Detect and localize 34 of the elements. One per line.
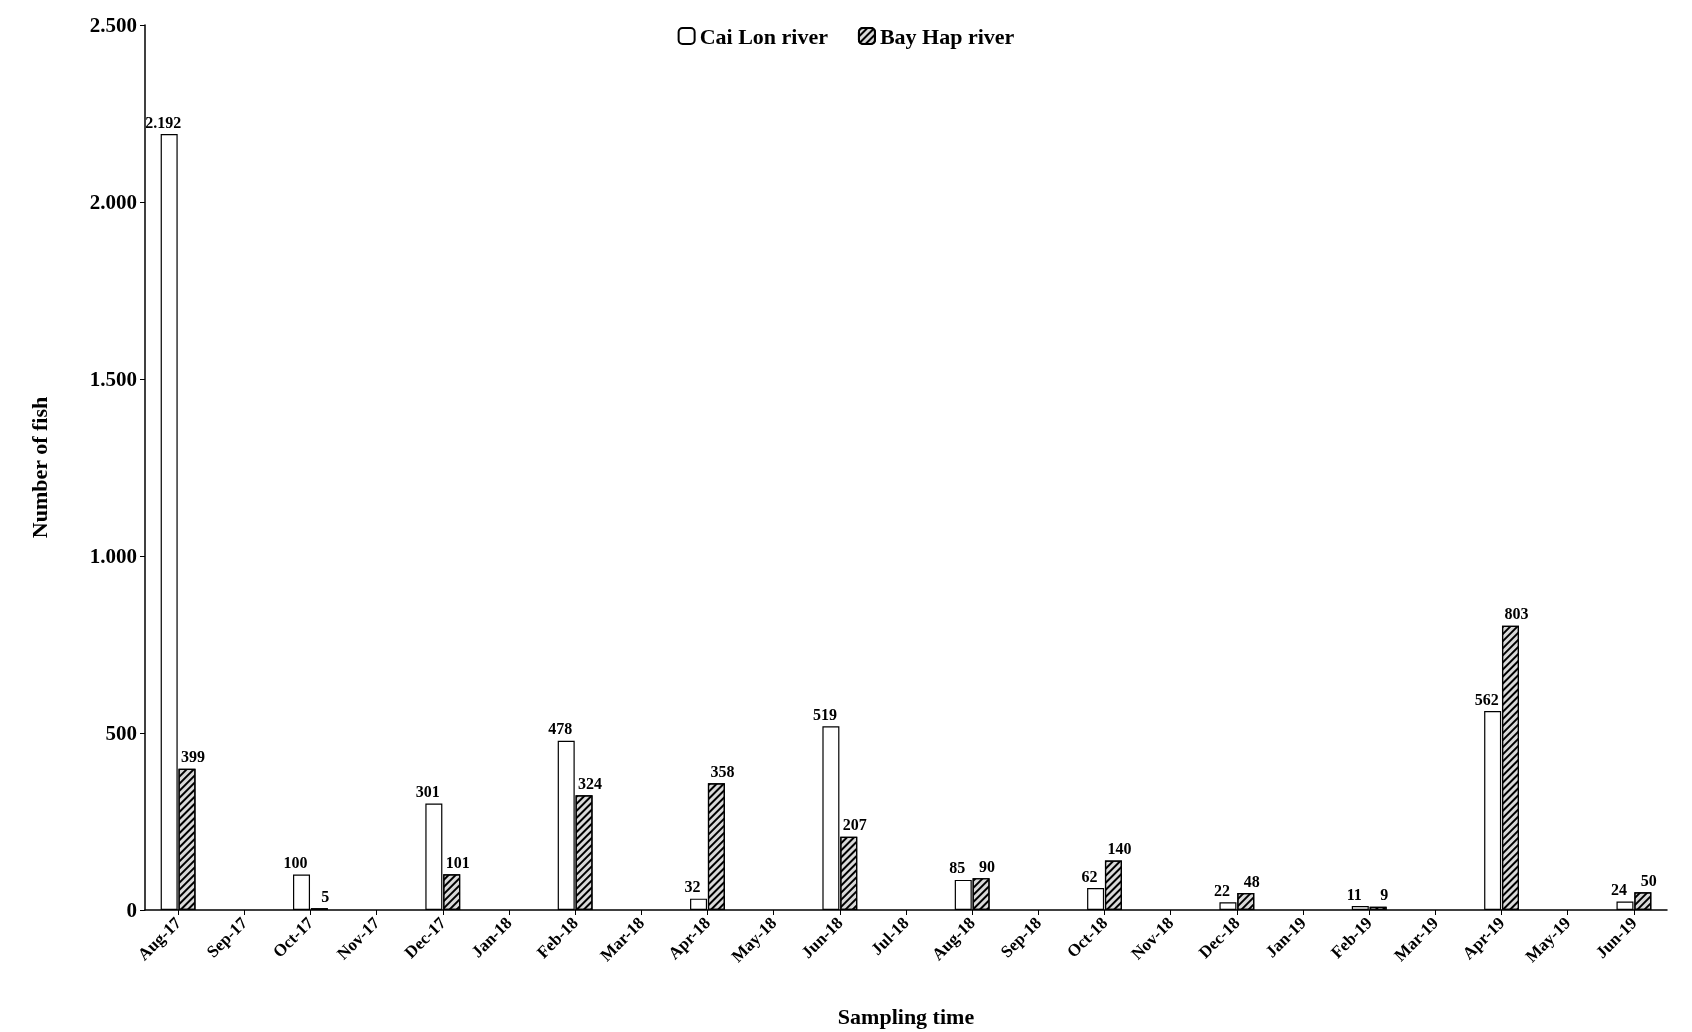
data-label: 9 (1380, 886, 1389, 904)
data-label: 11 (1346, 885, 1362, 903)
data-label: 519 (812, 705, 837, 723)
y-tick-label: 1.000 (89, 544, 137, 568)
data-label: 478 (548, 720, 573, 738)
data-label: 562 (1474, 690, 1499, 708)
data-label: 803 (1504, 605, 1529, 623)
data-label: 50 (1640, 871, 1657, 889)
data-label: 101 (445, 853, 470, 871)
data-label: 399 (181, 748, 206, 766)
data-label: 24 (1610, 881, 1627, 898)
data-label: 85 (949, 859, 966, 877)
data-label: 140 (1107, 839, 1132, 857)
data-label: 207 (842, 816, 867, 834)
data-label: 90 (979, 857, 996, 875)
y-axis-title: Number of fish (26, 396, 52, 539)
data-label: 301 (415, 782, 440, 800)
legend-label: Bay Hap river (879, 23, 1015, 49)
y-tick-label: 0 (126, 898, 137, 922)
y-tick-label: 1.500 (89, 367, 137, 391)
y-tick-label: 2.000 (89, 190, 137, 214)
data-label: 5 (321, 887, 330, 905)
data-label: 32 (684, 878, 701, 896)
data-label: 358 (710, 762, 735, 780)
data-label: 324 (578, 774, 603, 792)
y-tick-label: 500 (105, 721, 137, 745)
x-axis-title: Sampling time (837, 1003, 975, 1029)
data-label: 62 (1081, 867, 1098, 885)
data-label: 22 (1213, 881, 1230, 899)
data-label: 48 (1243, 872, 1260, 890)
legend-label: Cai Lon river (699, 23, 829, 49)
y-tick-label: 2.500 (89, 13, 137, 37)
data-label: 100 (283, 854, 308, 872)
data-label: 2.192 (145, 113, 182, 131)
